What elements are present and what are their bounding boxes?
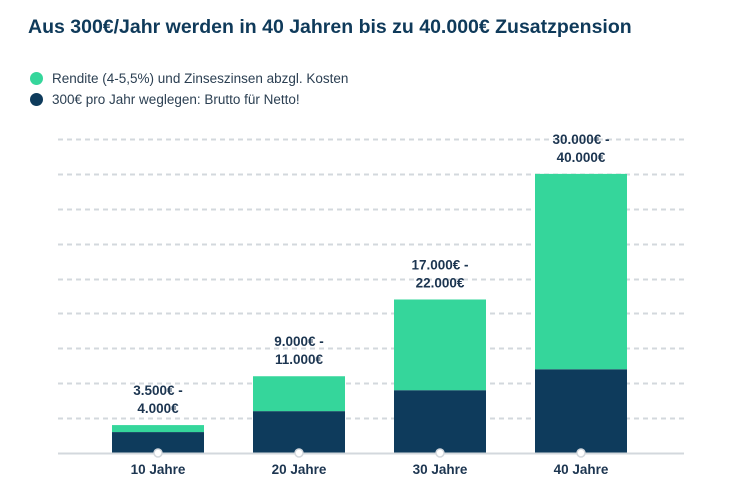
bar-value-label: 30.000€ - [552,132,609,147]
bar-segment-rendite [535,173,627,370]
chart-legend: Rendite (4-5,5%) und Zinseszinsen abzgl.… [30,68,348,110]
legend-item-einzahlung: 300€ pro Jahr weglegen: Brutto für Netto… [30,89,348,109]
x-tick-dot [294,448,304,458]
x-tick-dot [153,448,163,458]
x-tick-label: 10 Jahre [131,462,186,477]
x-tick-label: 40 Jahre [554,462,609,477]
bar-segment-einzahlung [112,432,204,453]
legend-swatch-rendite [30,71,43,85]
bar-value-label: 4.000€ [137,401,179,416]
bar-value-label: 11.000€ [275,352,324,367]
bar-segment-rendite [112,425,204,433]
bar-segment-rendite [253,376,345,412]
chart-title: Aus 300€/Jahr werden in 40 Jahren bis zu… [28,16,632,38]
bar-segment-einzahlung [394,390,486,453]
x-tick-dot [576,448,586,458]
x-tick-label: 20 Jahre [272,462,327,477]
legend-label-rendite: Rendite (4-5,5%) und Zinseszinsen abzgl.… [52,70,349,86]
bar-segment-einzahlung [253,411,345,453]
x-tick-label: 30 Jahre [413,462,468,477]
bar-value-label: 40.000€ [557,150,606,165]
bar-value-label: 22.000€ [416,275,465,290]
bar-value-label: 17.000€ - [411,257,468,272]
legend-item-rendite: Rendite (4-5,5%) und Zinseszinsen abzgl.… [30,68,348,88]
bar-segment-rendite [394,299,486,391]
bar-value-label: 3.500€ - [133,383,183,398]
bar-segment-einzahlung [535,369,627,453]
legend-swatch-einzahlung [30,92,43,106]
x-tick-dot [435,448,445,458]
bar-value-label: 9.000€ - [274,334,324,349]
legend-label-einzahlung: 300€ pro Jahr weglegen: Brutto für Netto… [52,91,300,107]
